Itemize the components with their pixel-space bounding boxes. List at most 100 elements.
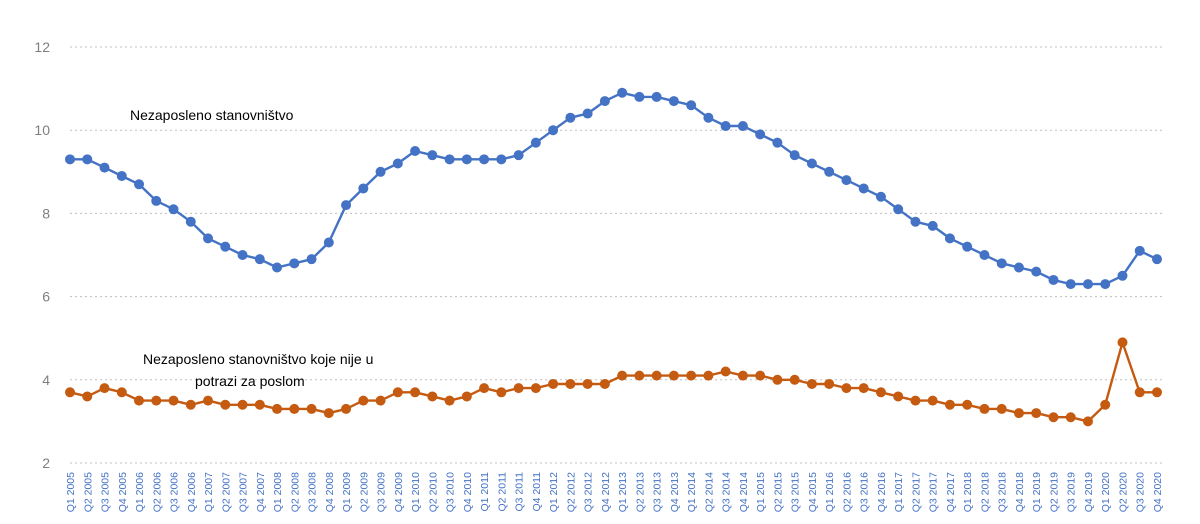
x-tick-label: Q1 2014 xyxy=(686,472,698,512)
data-point xyxy=(289,403,300,414)
x-tick-label: Q1 2018 xyxy=(962,472,974,512)
data-point xyxy=(668,370,679,381)
data-point xyxy=(824,378,835,389)
data-point xyxy=(910,395,921,406)
data-point xyxy=(1013,408,1024,419)
data-point xyxy=(461,154,472,165)
x-tick-label: Q1 2012 xyxy=(548,472,560,512)
data-point xyxy=(1082,416,1093,427)
data-point xyxy=(496,387,507,398)
data-point xyxy=(272,262,283,273)
data-point xyxy=(772,374,783,385)
x-tick-label: Q1 2005 xyxy=(65,472,77,512)
data-point xyxy=(392,158,403,169)
y-axis: 2 4 6 8 10 12 xyxy=(34,39,50,471)
data-point xyxy=(151,395,162,406)
data-point xyxy=(1134,387,1145,398)
x-tick-label: Q3 2010 xyxy=(445,472,457,512)
data-point xyxy=(323,237,334,248)
x-tick-label: Q4 2014 xyxy=(738,472,750,512)
x-tick-label: Q1 2011 xyxy=(479,472,491,512)
x-tick-label: Q1 2017 xyxy=(893,472,905,512)
series-group xyxy=(65,87,1162,427)
x-tick-label: Q3 2008 xyxy=(307,472,319,512)
data-point xyxy=(479,383,490,394)
data-point xyxy=(185,216,196,227)
data-point xyxy=(858,183,869,194)
x-axis: Q1 2005 Q2 2005 Q3 2005 Q4 2005 Q1 2006 Q2 20… xyxy=(65,472,1164,512)
x-tick-label: Q4 2012 xyxy=(600,472,612,512)
data-point xyxy=(962,241,973,252)
data-point xyxy=(599,378,610,389)
x-tick-label: Q1 2006 xyxy=(134,472,146,512)
data-point xyxy=(599,96,610,107)
data-point xyxy=(737,121,748,132)
data-point xyxy=(203,395,214,406)
data-point xyxy=(720,121,731,132)
x-tick-label: Q2 2005 xyxy=(82,472,94,512)
x-tick-label: Q4 2006 xyxy=(186,472,198,512)
x-tick-label: Q4 2018 xyxy=(1014,472,1026,512)
data-point xyxy=(1048,412,1059,423)
x-tick-label: Q3 2009 xyxy=(376,472,388,512)
data-point xyxy=(806,158,817,169)
data-point xyxy=(789,374,800,385)
x-tick-label: Q4 2009 xyxy=(393,472,405,512)
data-point xyxy=(237,250,248,260)
x-tick-label: Q3 2005 xyxy=(100,472,112,512)
data-point xyxy=(582,108,593,119)
x-tick-label: Q3 2014 xyxy=(721,472,733,512)
x-tick-label: Q4 2019 xyxy=(1083,472,1095,512)
data-point xyxy=(444,395,455,406)
x-tick-label: Q2 2008 xyxy=(289,472,301,512)
data-point xyxy=(634,370,645,381)
x-tick-label: Q3 2018 xyxy=(997,472,1009,512)
data-point xyxy=(168,395,179,406)
data-point xyxy=(375,395,386,406)
y-tick-label: 8 xyxy=(42,205,50,221)
data-point xyxy=(116,170,127,181)
data-point xyxy=(254,254,265,265)
x-tick-label: Q2 2013 xyxy=(634,472,646,512)
data-point xyxy=(203,233,214,244)
data-point xyxy=(841,175,852,186)
y-tick-label: 6 xyxy=(42,289,50,305)
data-point xyxy=(979,403,990,414)
data-point xyxy=(530,383,541,394)
x-tick-label: Q2 2006 xyxy=(151,472,163,512)
data-point xyxy=(375,166,386,177)
data-point xyxy=(651,91,662,102)
x-tick-label: Q4 2016 xyxy=(876,472,888,512)
data-point xyxy=(806,378,817,389)
data-point xyxy=(703,112,714,123)
y-tick-label: 10 xyxy=(34,122,50,138)
series-label-not-seeking: Nezaposleno stanovništvo koje nije u xyxy=(143,351,373,367)
data-point xyxy=(686,100,697,111)
data-point xyxy=(582,378,593,389)
data-point xyxy=(427,150,438,161)
data-point xyxy=(858,383,869,394)
data-point xyxy=(237,399,248,410)
data-point xyxy=(755,370,766,381)
data-point xyxy=(927,220,938,231)
data-point xyxy=(565,378,576,389)
data-point xyxy=(444,154,455,165)
x-tick-label: Q4 2015 xyxy=(807,472,819,512)
x-tick-label: Q2 2007 xyxy=(220,472,232,512)
x-tick-label: Q4 2013 xyxy=(669,472,681,512)
data-point xyxy=(686,370,697,381)
data-point xyxy=(875,191,886,202)
x-tick-label: Q3 2012 xyxy=(583,472,595,512)
data-point xyxy=(755,129,766,140)
x-tick-label: Q1 2015 xyxy=(755,472,767,512)
y-tick-label: 4 xyxy=(42,372,50,388)
data-point xyxy=(306,254,317,265)
data-point xyxy=(979,250,990,260)
data-point xyxy=(410,387,421,398)
data-point xyxy=(617,87,628,98)
data-point xyxy=(358,183,369,194)
data-point xyxy=(323,408,334,419)
data-point xyxy=(875,387,886,398)
x-tick-label: Q1 2009 xyxy=(341,472,353,512)
x-tick-label: Q3 2013 xyxy=(652,472,664,512)
